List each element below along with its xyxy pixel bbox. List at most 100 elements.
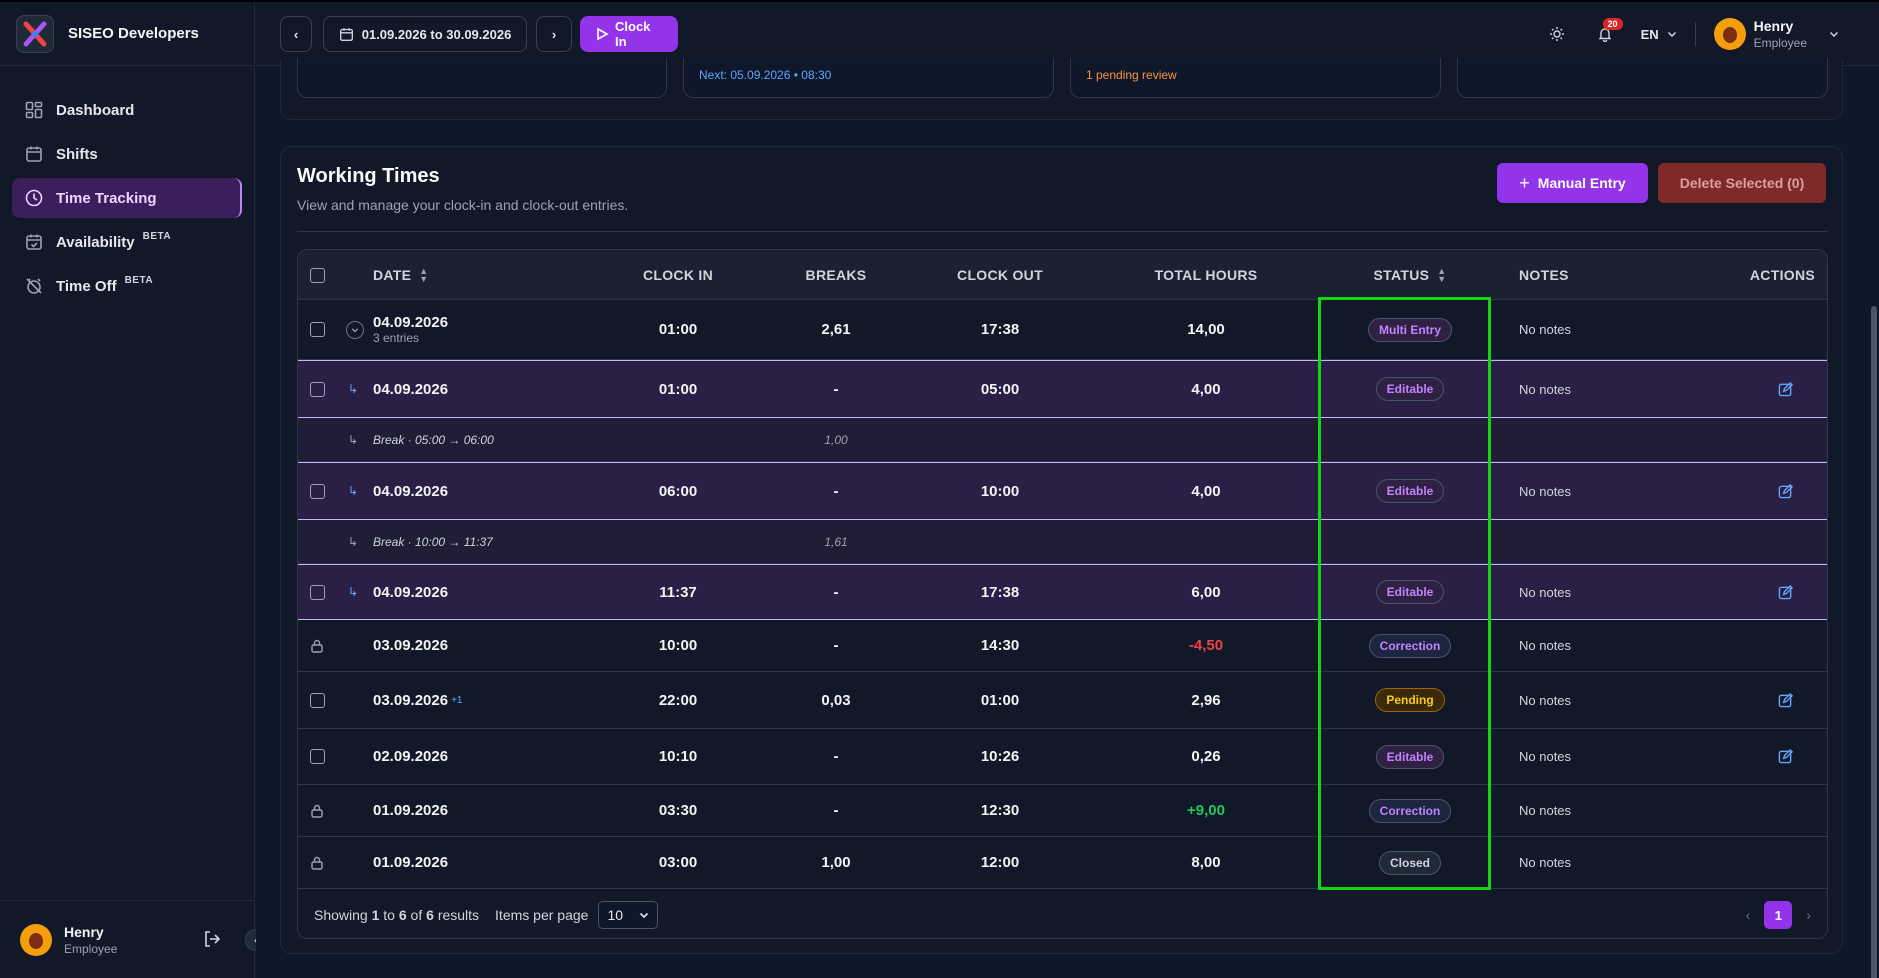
clock-out-cell: 17:38 <box>980 321 1020 338</box>
row-checkbox[interactable] <box>310 322 325 337</box>
clock-in-button[interactable]: Clock In <box>580 16 678 52</box>
select-all-checkbox[interactable] <box>310 267 325 283</box>
next-period-button[interactable]: › <box>536 16 572 52</box>
select-all-checkbox-cell <box>310 250 330 300</box>
total-hours-cell: -4,50 <box>1188 637 1224 654</box>
column-header-status[interactable]: STATUS ▲ ▼ <box>1335 250 1485 300</box>
results-label: results <box>437 907 480 923</box>
sidebar: SISEO Developers Dashboard Shifts Time T… <box>0 2 267 978</box>
column-header-date[interactable]: DATE ▲ ▼ <box>373 250 429 300</box>
result-total: 6 <box>426 907 434 923</box>
column-label: NOTES <box>1519 267 1569 283</box>
clock-out-cell: 14:30 <box>980 637 1020 654</box>
status-cell: Editable <box>1335 729 1485 784</box>
header-right: 20 EN Henry Employee <box>1537 2 1879 66</box>
sidebar-item-time-tracking[interactable]: Time Tracking <box>12 178 242 218</box>
logout-icon[interactable] <box>200 927 224 951</box>
checkbox-cell <box>310 729 325 784</box>
items-per-page-select[interactable]: 10 <box>598 901 659 929</box>
user-menu[interactable]: Henry Employee <box>1713 18 1839 50</box>
edit-icon[interactable] <box>1778 565 1793 619</box>
checkbox-cell <box>310 672 325 728</box>
sidebar-item-label: Dashboard <box>56 101 135 119</box>
theme-toggle-sun-icon[interactable] <box>1537 26 1577 42</box>
table-row[interactable]: 03.09.2026 10:00 - 14:30 -4,50 Correctio… <box>298 620 1827 672</box>
next-page-button[interactable]: › <box>1806 907 1811 923</box>
table-row[interactable]: 01.09.2026 03:30 - 12:30 +9,00 Correctio… <box>298 785 1827 837</box>
status-badge: Pending <box>1375 688 1445 712</box>
date-range-picker[interactable]: 01.09.2026 to 30.09.2026 <box>323 16 527 52</box>
expand-toggle[interactable] <box>346 300 364 359</box>
manual-entry-button[interactable]: + Manual Entry <box>1497 163 1648 203</box>
sidebar-item-dashboard[interactable]: Dashboard <box>12 90 242 130</box>
table-row-entry[interactable]: ↳ 04.09.2026 01:00 - 05:00 4,00 Editable… <box>298 360 1827 418</box>
breaks-cell: - <box>833 380 839 398</box>
edit-icon[interactable] <box>1778 729 1793 784</box>
row-checkbox[interactable] <box>310 584 325 600</box>
row-checkbox[interactable] <box>310 483 325 499</box>
sidebar-nav: Dashboard Shifts Time Tracking Availabil… <box>0 66 254 306</box>
table-row[interactable]: 02.09.2026 10:10 - 10:26 0,26 Editable N… <box>298 729 1827 785</box>
edit-icon[interactable] <box>1778 672 1793 728</box>
edit-icon[interactable] <box>1778 361 1793 417</box>
sidebar-item-shifts[interactable]: Shifts <box>12 134 242 174</box>
delete-selected-button[interactable]: Delete Selected (0) <box>1658 163 1826 203</box>
date-cell: 01.09.2026 <box>373 802 449 819</box>
clock-in-cell: 10:00 <box>658 637 698 654</box>
edit-icon[interactable] <box>1778 463 1793 519</box>
sidebar-item-label: Time Off <box>56 277 117 295</box>
language-selector[interactable]: EN <box>1641 27 1677 42</box>
column-header-notes: NOTES <box>1519 250 1569 300</box>
status-badge: Editable <box>1375 377 1445 401</box>
column-label: CLOCK OUT <box>957 267 1043 283</box>
row-checkbox[interactable] <box>310 749 325 764</box>
sidebar-item-availability[interactable]: Availability BETA <box>12 222 242 262</box>
column-header-breaks: BREAKS <box>776 250 896 300</box>
table-row[interactable]: 03.09.2026 +1 22:00 0,03 01:00 2,96 Pend… <box>298 672 1827 729</box>
previous-page-button[interactable]: ‹ <box>1745 907 1751 923</box>
checkbox-cell <box>310 565 325 619</box>
table-row-entry[interactable]: ↳ 04.09.2026 06:00 - 10:00 4,00 Editable… <box>298 462 1827 520</box>
breaks-cell: 0,03 <box>821 691 851 709</box>
stat-card <box>297 58 667 98</box>
alarm-off-icon <box>24 276 44 296</box>
to-label: to <box>383 907 395 923</box>
status-cell: Editable <box>1335 463 1485 519</box>
status-badge: Closed <box>1378 850 1441 875</box>
of-label: of <box>410 907 423 923</box>
avatar[interactable] <box>20 923 52 956</box>
page-button-current[interactable]: 1 <box>1764 901 1793 929</box>
working-times-table: DATE ▲ ▼ CLOCK IN BREAKS CLOCK OUT TOTAL … <box>297 249 1828 939</box>
date-cell: 04.09.2026 <box>373 482 449 500</box>
table-footer: Showing 1 to 6 of 6 results Items per pa… <box>298 890 1827 938</box>
date-value: 03.09.2026 <box>373 691 449 709</box>
app-name: SISEO Developers <box>68 25 199 42</box>
status-cell: Closed <box>1335 837 1485 888</box>
top-edge <box>0 0 1879 2</box>
calendar-icon <box>339 27 354 42</box>
row-checkbox[interactable] <box>310 692 325 708</box>
table-row-group[interactable]: 04.09.2026 3 entries 01:00 2,61 17:38 14… <box>298 300 1827 360</box>
column-header-actions: ACTIONS <box>1750 250 1815 300</box>
table-row[interactable]: 01.09.2026 03:00 1,00 12:00 8,00 Closed … <box>298 837 1827 889</box>
date-cell: 04.09.2026 <box>373 380 449 398</box>
scrollbar[interactable] <box>1871 306 1877 978</box>
previous-period-button[interactable]: ‹ <box>280 16 312 52</box>
clock-out-cell: 10:26 <box>980 748 1020 765</box>
table-row-entry[interactable]: ↳ 04.09.2026 11:37 - 17:38 6,00 Editable… <box>298 564 1827 620</box>
panel-subtitle: View and manage your clock-in and clock-… <box>297 197 629 213</box>
child-arrow-icon: ↳ <box>348 432 359 447</box>
pagination: ‹ 1 › <box>1746 901 1811 929</box>
clock-in-cell: 10:10 <box>658 748 698 765</box>
brand[interactable]: SISEO Developers <box>0 2 254 66</box>
sidebar-item-time-off[interactable]: Time Off BETA <box>12 266 242 306</box>
notifications-button[interactable]: 20 <box>1585 18 1625 42</box>
breaks-cell: 1,00 <box>821 854 851 871</box>
row-checkbox[interactable] <box>310 381 325 397</box>
total-hours-cell: 14,00 <box>1187 321 1225 338</box>
total-hours-cell: 6,00 <box>1191 583 1221 601</box>
notes-cell: No notes <box>1519 749 1572 764</box>
clock-out-cell: 10:00 <box>980 482 1020 500</box>
status-cell: Correction <box>1335 620 1485 671</box>
lock-icon <box>310 785 324 836</box>
